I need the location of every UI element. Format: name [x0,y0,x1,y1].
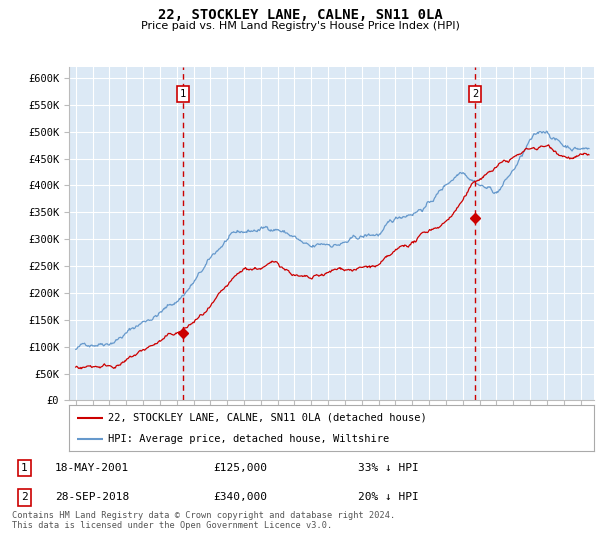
Text: 1: 1 [180,89,186,99]
Text: 18-MAY-2001: 18-MAY-2001 [55,463,130,473]
Text: HPI: Average price, detached house, Wiltshire: HPI: Average price, detached house, Wilt… [109,435,389,444]
Text: 22, STOCKLEY LANE, CALNE, SN11 0LA (detached house): 22, STOCKLEY LANE, CALNE, SN11 0LA (deta… [109,413,427,423]
Text: 2: 2 [20,492,28,502]
Text: Price paid vs. HM Land Registry's House Price Index (HPI): Price paid vs. HM Land Registry's House … [140,21,460,31]
Text: Contains HM Land Registry data © Crown copyright and database right 2024.
This d: Contains HM Land Registry data © Crown c… [12,511,395,530]
Text: 33% ↓ HPI: 33% ↓ HPI [358,463,418,473]
Text: 20% ↓ HPI: 20% ↓ HPI [358,492,418,502]
Text: 2: 2 [472,89,478,99]
Text: 1: 1 [20,463,28,473]
Text: £340,000: £340,000 [214,492,268,502]
Text: 22, STOCKLEY LANE, CALNE, SN11 0LA: 22, STOCKLEY LANE, CALNE, SN11 0LA [158,8,442,22]
Text: £125,000: £125,000 [214,463,268,473]
Text: 28-SEP-2018: 28-SEP-2018 [55,492,130,502]
